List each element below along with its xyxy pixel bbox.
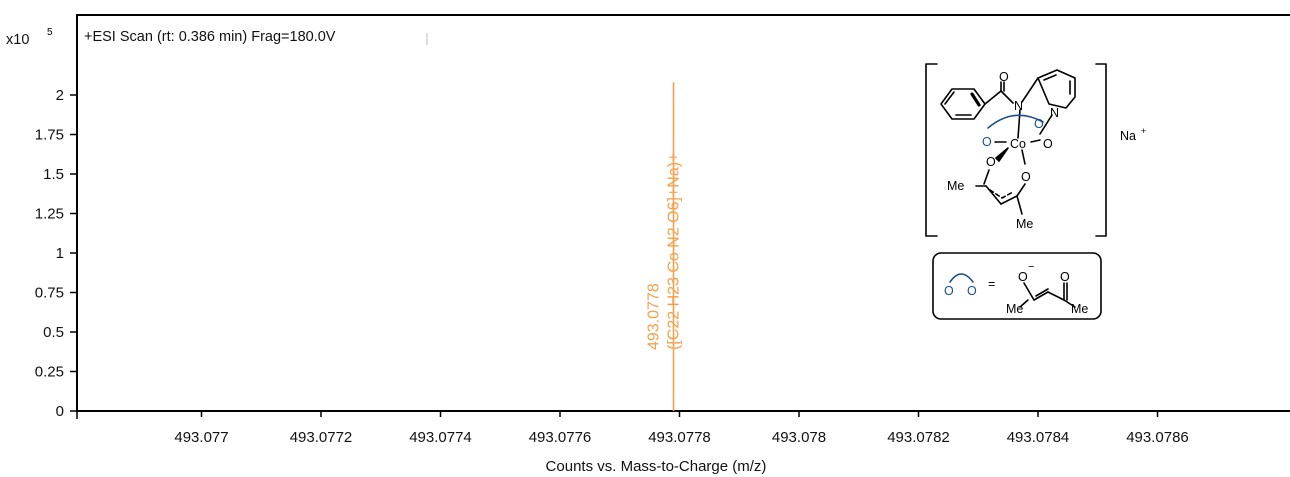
benzene-ring (940, 88, 986, 120)
y-axis: 0 0.25 0.5 0.75 1 1.25 1.5 1.75 2 (35, 87, 77, 420)
co-o-lower-bond (1021, 149, 1026, 165)
x-tick-label: 493.0782 (887, 429, 950, 446)
wedge-bond (995, 147, 1009, 162)
peak-mass-label: 493.0778 (646, 283, 663, 350)
amide-nitrogen-label: N (1014, 99, 1023, 113)
benzene-inner-bond (944, 91, 955, 105)
y-tick-label: 1 (56, 245, 64, 262)
y-tick-label: 1.25 (35, 206, 64, 223)
cobalt-complex-structure (925, 63, 1107, 320)
legend-oxygen-left: O (944, 284, 954, 298)
x-tick-label: 493.0776 (529, 429, 592, 446)
oxygen-right-label: O (1043, 137, 1053, 151)
benzene-bold-bond (970, 92, 981, 107)
pyridine-nitrogen-label: N (1050, 106, 1059, 120)
pyridine-ring (1037, 69, 1076, 109)
acac-bond (1016, 183, 1026, 197)
peak-formula-label: ([C22 H23 Co N2 O6]+Na)+ (666, 153, 683, 350)
x-tick-label: 493.078 (772, 429, 826, 446)
structure-labels: O N N O O Co O O O Me Me Na + O O = O − … (944, 70, 1146, 316)
y-tick-label: 1.5 (43, 166, 64, 183)
y-tick-label: 0 (56, 403, 64, 420)
n-co-bond (1017, 109, 1021, 139)
x-tick-label: 493.0774 (409, 429, 472, 446)
legend-equals: = (988, 277, 995, 291)
ligand-legend-box (932, 252, 1102, 320)
cobalt-label: Co (1010, 137, 1026, 151)
acac-me-bond (1016, 195, 1023, 215)
x-axis-title: Counts vs. Mass-to-Charge (m/z) (546, 458, 767, 475)
carbonyl-bond (984, 90, 1002, 105)
right-bracket (1095, 63, 1107, 237)
x-tick-label: 493.0778 (648, 429, 711, 446)
oxygen-lower-label: O (1021, 170, 1031, 184)
co-o-right-bond (1030, 139, 1041, 143)
legend-bond (1033, 291, 1049, 301)
scan-info: +ESI Scan (rt: 0.386 min) Frag=180.0V (84, 29, 336, 45)
amide-bond (1000, 90, 1014, 104)
counter-ion-label: Na (1120, 129, 1136, 143)
acac-delocalized-bond (989, 189, 1014, 199)
legend-oxygen-right: O (967, 284, 977, 298)
x-tick-label: 493.0786 (1126, 429, 1189, 446)
plot-frame (76, 14, 1290, 412)
legend-anionic-oxygen: O (1018, 270, 1028, 284)
scale-prefix: x10 (6, 32, 29, 48)
legend-methyl-left: Me (1006, 302, 1023, 316)
y-tick-label: 0.25 (35, 364, 64, 381)
legend-bond (1063, 299, 1076, 308)
acac-bond (983, 169, 990, 185)
y-tick-label: 1.75 (35, 127, 64, 144)
carbonyl-oxygen-label: O (999, 70, 1009, 84)
ligand-oxygen-left-label: O (982, 135, 992, 149)
legend-arc (949, 273, 974, 283)
o-n-pyridine-link (1039, 114, 1053, 135)
y-tick-label: 2 (56, 87, 64, 104)
legend-bond (1047, 291, 1065, 301)
x-tick-label: 493.077 (174, 429, 228, 446)
legend-bond (1019, 299, 1029, 308)
legend-double-bond (1035, 288, 1049, 297)
acac-bond (1000, 195, 1018, 205)
legend-ketone-oxygen: O (1060, 270, 1070, 284)
bidentate-ligand-arc (987, 114, 1044, 129)
y-tick-label: 0.75 (35, 285, 64, 302)
ligand-oxygen-right-label: O (1034, 117, 1044, 131)
x-tick-label: 493.0772 (290, 429, 353, 446)
x-axis: 493.077 493.0772 493.0774 493.0776 493.0778 4… (76, 411, 1189, 446)
oxygen-left-label: O (986, 155, 996, 169)
legend-minus: − (1028, 261, 1034, 273)
pyridine-inner-bond (1043, 74, 1057, 81)
peak-layer: 493.0778 ([C22 H23 Co N2 O6]+Na)+ (646, 82, 683, 411)
acac-bond (985, 185, 1002, 205)
methyl-top-label: Me (947, 179, 964, 193)
left-bracket (925, 63, 938, 237)
x-tick-label: 493.0784 (1007, 429, 1070, 446)
y-tick-label: 0.5 (43, 324, 64, 341)
legend-bond (1023, 282, 1035, 301)
scale-exponent: 5 (47, 27, 53, 38)
n-pyridine-bond (1021, 77, 1039, 103)
counter-ion-charge: + (1141, 126, 1146, 136)
methyl-bottom-label: Me (1016, 217, 1033, 231)
legend-methyl-right: Me (1071, 302, 1088, 316)
